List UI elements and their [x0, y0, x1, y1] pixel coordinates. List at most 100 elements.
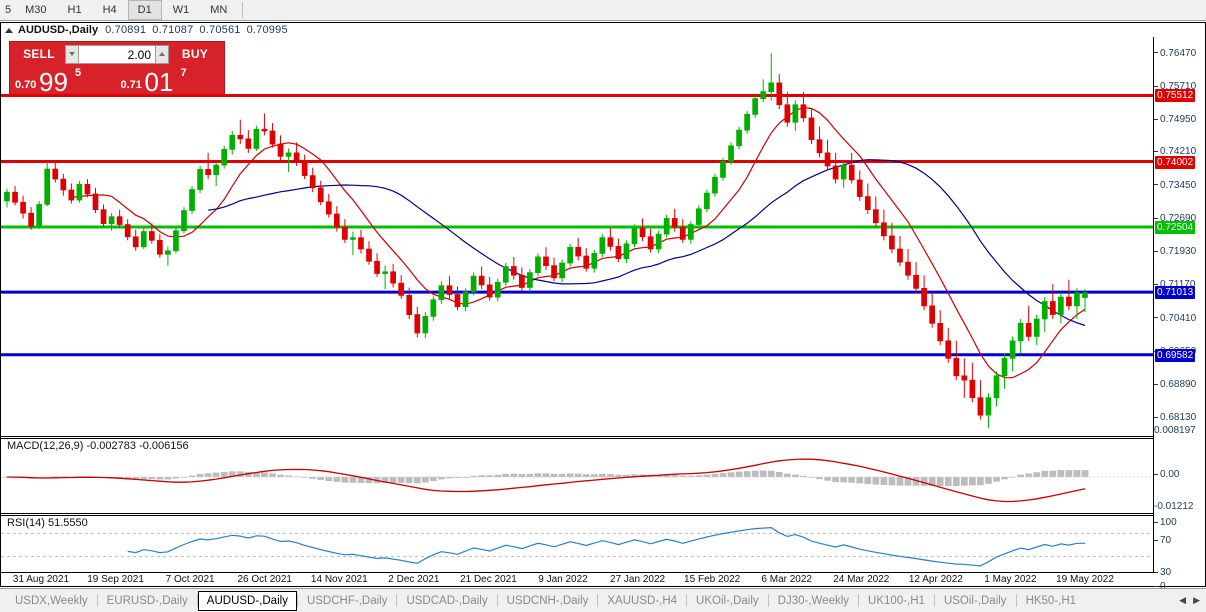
volume-increment-button[interactable] [155, 44, 169, 64]
sell-price-quote[interactable]: 0.70 99 5 [13, 66, 116, 97]
tab-scroll-left-icon[interactable]: ◀ [1179, 595, 1187, 605]
chart-tab-dj30-weekly[interactable]: DJ30-,Weekly [777, 594, 850, 607]
tab-divider [296, 594, 298, 607]
price-scale[interactable]: 0.76470 0.75710 0.74950 0.74210 0.73450 0.726… [1153, 37, 1205, 592]
time-axis-label: 12 Apr 2022 [908, 574, 963, 585]
chart-tab-uk100-h1[interactable]: UK100-,H1 [868, 594, 925, 607]
sell-price-fraction: 5 [75, 67, 82, 79]
macd-label: MACD(12,26,9) -0.002783 -0.006156 [5, 440, 191, 452]
chart-tab-usoil-daily[interactable]: USOil-,Daily [943, 594, 1007, 607]
tab-divider [96, 594, 98, 607]
price-chart-area[interactable] [1, 37, 1155, 437]
chart-tab-ukoil-daily[interactable]: UKOil-,Daily [696, 594, 759, 607]
tab-scroll-controls[interactable]: ◀ ▶ [1179, 595, 1206, 606]
price-level-label-support[interactable]: 0.72504 [1155, 220, 1196, 234]
chart-tab-eurusd-daily[interactable]: EURUSD-,Daily [106, 594, 188, 607]
timeframe-5[interactable]: 5 [5, 4, 12, 16]
price-tick: 0.75710 [1154, 81, 1196, 92]
time-axis-label: 1 May 2022 [984, 574, 1037, 585]
tab-divider [597, 594, 599, 607]
price-tick: 0.68890 [1154, 379, 1196, 390]
timeframe-h4[interactable]: H4 [102, 4, 117, 16]
timeframe-d1[interactable]: D1 [127, 0, 162, 20]
macd-axis-tick: -0.01212 [1154, 501, 1194, 512]
timeframe-w1[interactable]: W1 [172, 4, 190, 16]
sell-price-prefix: 0.70 [15, 79, 37, 91]
price-level-label-support[interactable]: 0.69582 [1155, 348, 1196, 362]
rsi-indicator-area[interactable]: RSI(14) 51.5550 [1, 515, 1155, 573]
chart-tab-bar[interactable]: USDX,Weekly EURUSD-,Daily AUDUSD-,Daily USD… [0, 588, 1206, 612]
buy-price-fraction: 7 [180, 67, 187, 79]
rsi-label: RSI(14) 51.5550 [5, 517, 90, 529]
collapse-triangle-icon[interactable] [5, 27, 13, 33]
tab-divider [686, 594, 688, 607]
time-axis-label: 7 Oct 2021 [165, 574, 215, 585]
price-level-label-resistance[interactable]: 0.74002 [1155, 155, 1196, 169]
chart-tab-usdcad-daily[interactable]: USDCAD-,Daily [406, 594, 488, 607]
time-axis-label: 31 Aug 2021 [12, 574, 70, 585]
tab-divider [767, 594, 769, 607]
time-axis-label: 9 Jan 2022 [538, 574, 588, 585]
tab-divider [858, 594, 860, 607]
tab-divider [496, 594, 498, 607]
chart-tab-usdcnh-daily[interactable]: USDCNH-,Daily [506, 594, 589, 607]
time-axis-label: 21 Dec 2021 [460, 574, 517, 585]
time-axis-label: 19 Sep 2021 [87, 574, 144, 585]
price-tick: 0.70410 [1154, 313, 1196, 324]
price-tick: 0.68130 [1154, 412, 1196, 423]
rsi-axis-tick: 30 [1154, 567, 1171, 578]
timeframe-mn[interactable]: MN [210, 4, 228, 16]
time-axis-label: 14 Nov 2021 [310, 574, 368, 585]
time-axis-label: 6 Mar 2022 [761, 574, 812, 585]
timeframe-m30[interactable]: M30 [25, 4, 47, 16]
time-axis-label: 26 Oct 2021 [237, 574, 292, 585]
time-scale[interactable]: 31 Aug 2021 19 Sep 2021 7 Oct 2021 26 Oct 2… [1, 572, 1155, 586]
chart-symbol-label: AUDUSD-,Daily [18, 24, 99, 36]
price-tick: 0.74210 [1154, 146, 1196, 157]
time-axis-label: 2 Dec 2021 [388, 574, 440, 585]
chart-header: AUDUSD-,Daily 0.70891 0.71087 0.70561 0.… [1, 23, 1205, 37]
price-tick: 0.73450 [1154, 180, 1196, 191]
ohlc-high: 0.71087 [152, 24, 194, 36]
buy-button[interactable]: BUY [181, 46, 209, 61]
volume-decrement-button[interactable] [65, 44, 79, 64]
rsi-axis-tick: 100 [1154, 517, 1177, 528]
buy-price-quote[interactable]: 0.71 01 7 [119, 66, 222, 97]
chart-tab-hk50-h1[interactable]: HK50-,H1 [1025, 594, 1077, 607]
chart-tab-audusd-daily[interactable]: AUDUSD-,Daily [197, 590, 297, 611]
tab-divider [196, 594, 198, 607]
trade-panel-controls[interactable]: SELL 2.00 BUY [10, 42, 224, 66]
macd-axis-tick: 0.008197 [1154, 425, 1196, 436]
ohlc-open: 0.70891 [105, 24, 147, 36]
tab-divider [933, 594, 935, 607]
volume-input[interactable]: 2.00 [79, 44, 155, 64]
price-level-label-resistance[interactable]: 0.75512 [1155, 89, 1196, 103]
sell-button[interactable]: SELL [23, 46, 55, 61]
timeframe-toolbar[interactable]: 5 M30 H1 H4 D1 W1 MN [0, 0, 1206, 21]
sell-price-big: 99 [39, 67, 68, 97]
price-tick: 0.76470 [1154, 48, 1196, 59]
chart-window: AUDUSD-,Daily 0.70891 0.71087 0.70561 0.… [0, 22, 1206, 592]
time-axis-label: 24 Mar 2022 [833, 574, 890, 585]
time-axis-label: 15 Feb 2022 [684, 574, 741, 585]
tab-divider [1015, 594, 1017, 607]
buy-price-prefix: 0.71 [120, 79, 142, 91]
ohlc-close: 0.70995 [246, 24, 288, 36]
rsi-axis-tick: 70 [1154, 535, 1171, 546]
one-click-trade-panel[interactable]: SELL 2.00 BUY 0.70 99 5 0.71 01 7 [9, 41, 225, 97]
ohlc-low: 0.70561 [199, 24, 241, 36]
price-tick: 0.71930 [1154, 246, 1196, 257]
timeframe-h1[interactable]: H1 [67, 4, 82, 16]
rsi-axis-tick: 0 [1154, 581, 1166, 592]
chart-tab-xauusd-h4[interactable]: XAUUSD-,H4 [607, 594, 678, 607]
macd-indicator-area[interactable]: MACD(12,26,9) -0.002783 -0.006156 [1, 438, 1155, 514]
chart-tab-usdchf-daily[interactable]: USDCHF-,Daily [306, 594, 388, 607]
macd-axis-tick: 0.00 [1154, 469, 1179, 480]
buy-price-big: 01 [144, 67, 174, 97]
tab-scroll-right-icon[interactable]: ▶ [1193, 595, 1200, 605]
trade-panel-quotes: 0.70 99 5 0.71 01 7 [10, 66, 224, 96]
time-axis-label: 27 Jan 2022 [610, 574, 666, 585]
chart-tab-usdx-weekly[interactable]: USDX,Weekly [15, 594, 88, 607]
price-level-label-current[interactable]: 0.71013 [1155, 286, 1196, 300]
price-tick: 0.71170 [1154, 279, 1195, 290]
